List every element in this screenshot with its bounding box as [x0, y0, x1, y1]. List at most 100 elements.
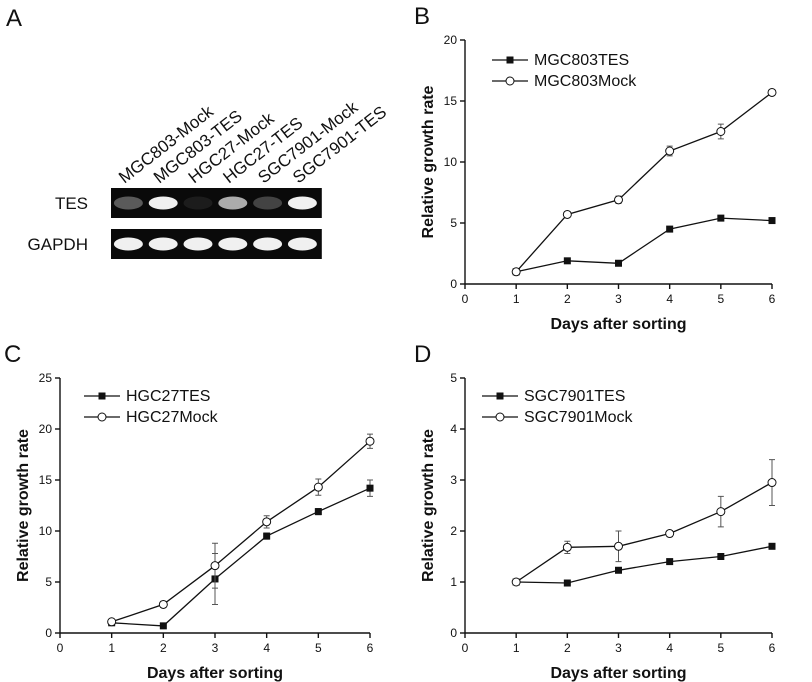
chart-b-x-tick-label: 0	[462, 292, 469, 306]
chart-b-point-mgc803tes	[717, 214, 725, 222]
chart-d-legend-label-sgc7901mock: SGC7901Mock	[524, 409, 633, 426]
band-gapdh-sgc7901-mock	[253, 237, 283, 251]
chart-d-point-sgc7901mock	[665, 529, 675, 539]
band-gapdh-sgc7901-tes	[287, 237, 317, 251]
chart-c-y-tick-label: 15	[39, 473, 53, 487]
chart-b-x-axis-title: Days after sorting	[550, 316, 686, 333]
chart-c-point-hgc27mock	[262, 517, 272, 527]
chart-c-y-tick-label: 10	[39, 524, 53, 538]
chart-c-line-hgc27tes	[111, 487, 371, 627]
chart-d-line-sgc7901mock	[515, 481, 773, 583]
chart-b-x-tick-label: 5	[717, 292, 724, 306]
chart-c-point-hgc27mock	[365, 436, 375, 446]
chart-c: C 0 5 10 15 20 25 0 1 2 3 4 5 6 Days after sorting Rela…	[4, 341, 375, 682]
gene-label-gapdh: GAPDH	[28, 235, 88, 254]
chart-b-x-tick-label: 2	[564, 292, 571, 306]
chart-d-x-tick-label: 4	[666, 641, 673, 655]
chart-c-point-hgc27tes	[159, 622, 167, 630]
chart-d-y-axis-title: Relative growth rate	[420, 429, 437, 582]
chart-b-y-tick-label: 5	[450, 216, 457, 230]
chart-c-x-tick-label: 2	[160, 641, 167, 655]
chart-b-point-mgc803mock	[511, 267, 521, 277]
chart-d-line-sgc7901tes	[516, 545, 773, 584]
chart-c-point-hgc27tes	[366, 484, 374, 492]
chart-d-legend-marker	[495, 412, 505, 422]
chart-c-y-tick-label: 0	[45, 626, 52, 640]
chart-d-point-sgc7901mock	[614, 541, 623, 551]
chart-c-x-tick-label: 3	[212, 641, 219, 655]
gel-gapdh	[111, 229, 322, 259]
band-tes-mgc803-mock	[113, 196, 143, 210]
chart-d-y-tick-label: 5	[450, 371, 457, 385]
chart-b-point-mgc803tes	[666, 225, 674, 233]
chart-c-point-hgc27mock	[210, 561, 220, 571]
chart-b-point-mgc803mock	[614, 195, 623, 205]
chart-b-legend-marker	[505, 76, 515, 86]
chart-b-legend-label-mgc803tes: MGC803TES	[534, 52, 629, 69]
chart-c-legend-label-hgc27mock: HGC27Mock	[126, 409, 219, 426]
chart-d-point-sgc7901tes	[666, 558, 674, 566]
chart-d-x-tick-label: 1	[513, 641, 520, 655]
chart-c-point-hgc27tes	[263, 532, 271, 540]
gel-tes	[111, 188, 322, 218]
chart-d-x-tick-label: 2	[564, 641, 571, 655]
chart-d-point-sgc7901tes	[615, 566, 622, 574]
chart-b-series-mgc803mock	[511, 87, 777, 277]
chart-b-point-mgc803mock	[767, 87, 777, 97]
chart-c-series-hgc27mock	[107, 433, 375, 627]
band-tes-sgc7901-tes	[287, 196, 317, 210]
panel-a: AMGC803-MockMGC803-TESHGC27-MockHGC27-TE…	[6, 5, 390, 259]
chart-d-y-tick-label: 1	[450, 575, 457, 589]
chart-c-legend-label-hgc27tes: HGC27TES	[126, 388, 210, 405]
chart-c-legend-marker	[98, 392, 106, 400]
chart-c-legend-marker	[97, 412, 107, 422]
chart-b-line-mgc803mock	[515, 91, 773, 273]
chart-b: B 0 5 10 15 20 0 1 2 3 4 5 6 Days after sorting Relati…	[414, 3, 777, 333]
chart-b-x-tick-label: 3	[615, 292, 622, 306]
panel-letter-c: C	[4, 341, 21, 368]
chart-c-y-tick-label: 5	[45, 575, 52, 589]
band-tes-mgc803-tes	[148, 196, 178, 210]
chart-c-point-hgc27mock	[313, 482, 323, 492]
chart-d-x-tick-label: 3	[615, 641, 622, 655]
chart-c-y-tick-label: 20	[39, 422, 53, 436]
chart-b-line-mgc803tes	[516, 217, 773, 273]
chart-d-point-sgc7901tes	[717, 553, 725, 560]
chart-d-point-sgc7901mock	[562, 542, 572, 552]
panel-letter-a: A	[6, 5, 22, 32]
chart-c-x-axis-title: Days after sorting	[147, 665, 283, 682]
chart-d-x-tick-label: 5	[717, 641, 724, 655]
panel-letter-b: B	[414, 3, 430, 30]
chart-d-y-tick-label: 0	[450, 626, 457, 640]
chart-c-x-tick-label: 5	[315, 641, 322, 655]
chart-b-y-tick-label: 20	[444, 33, 458, 47]
chart-d-x-axis-title: Days after sorting	[550, 665, 686, 682]
chart-b-y-axis-title: Relative growth rate	[420, 85, 437, 238]
chart-d-point-sgc7901tes	[768, 542, 776, 550]
chart-b-legend-marker	[506, 56, 514, 64]
band-tes-hgc27-tes	[218, 196, 248, 210]
chart-b-y-tick-label: 15	[444, 94, 458, 108]
chart-c-y-tick-label: 25	[39, 371, 53, 385]
chart-b-point-mgc803tes	[615, 259, 622, 267]
band-tes-hgc27-mock	[183, 196, 213, 210]
chart-c-point-hgc27mock	[158, 599, 168, 609]
chart-d-y-tick-label: 3	[450, 473, 457, 487]
chart-d-series-sgc7901tes	[512, 542, 776, 587]
chart-d-point-sgc7901mock	[767, 478, 777, 488]
chart-b-point-mgc803tes	[563, 257, 571, 265]
band-gapdh-mgc803-mock	[113, 237, 143, 251]
chart-c-x-tick-label: 1	[108, 641, 115, 655]
chart-d-y-tick-label: 4	[450, 422, 457, 436]
panel-letter-d: D	[414, 341, 431, 368]
chart-c-x-tick-label: 4	[263, 641, 270, 655]
chart-d-point-sgc7901mock	[716, 507, 726, 517]
chart-d-x-tick-label: 0	[462, 641, 469, 655]
chart-c-x-tick-label: 6	[367, 641, 374, 655]
chart-c-y-axis-title: Relative growth rate	[15, 429, 32, 582]
chart-d: D 0 1 2 3 4 5 0 1 2 3 4 5 6 Days after sorting Relative…	[414, 341, 777, 682]
chart-c-point-hgc27tes	[314, 508, 322, 516]
chart-d-series-sgc7901mock	[511, 459, 777, 587]
band-tes-sgc7901-mock	[253, 196, 283, 210]
